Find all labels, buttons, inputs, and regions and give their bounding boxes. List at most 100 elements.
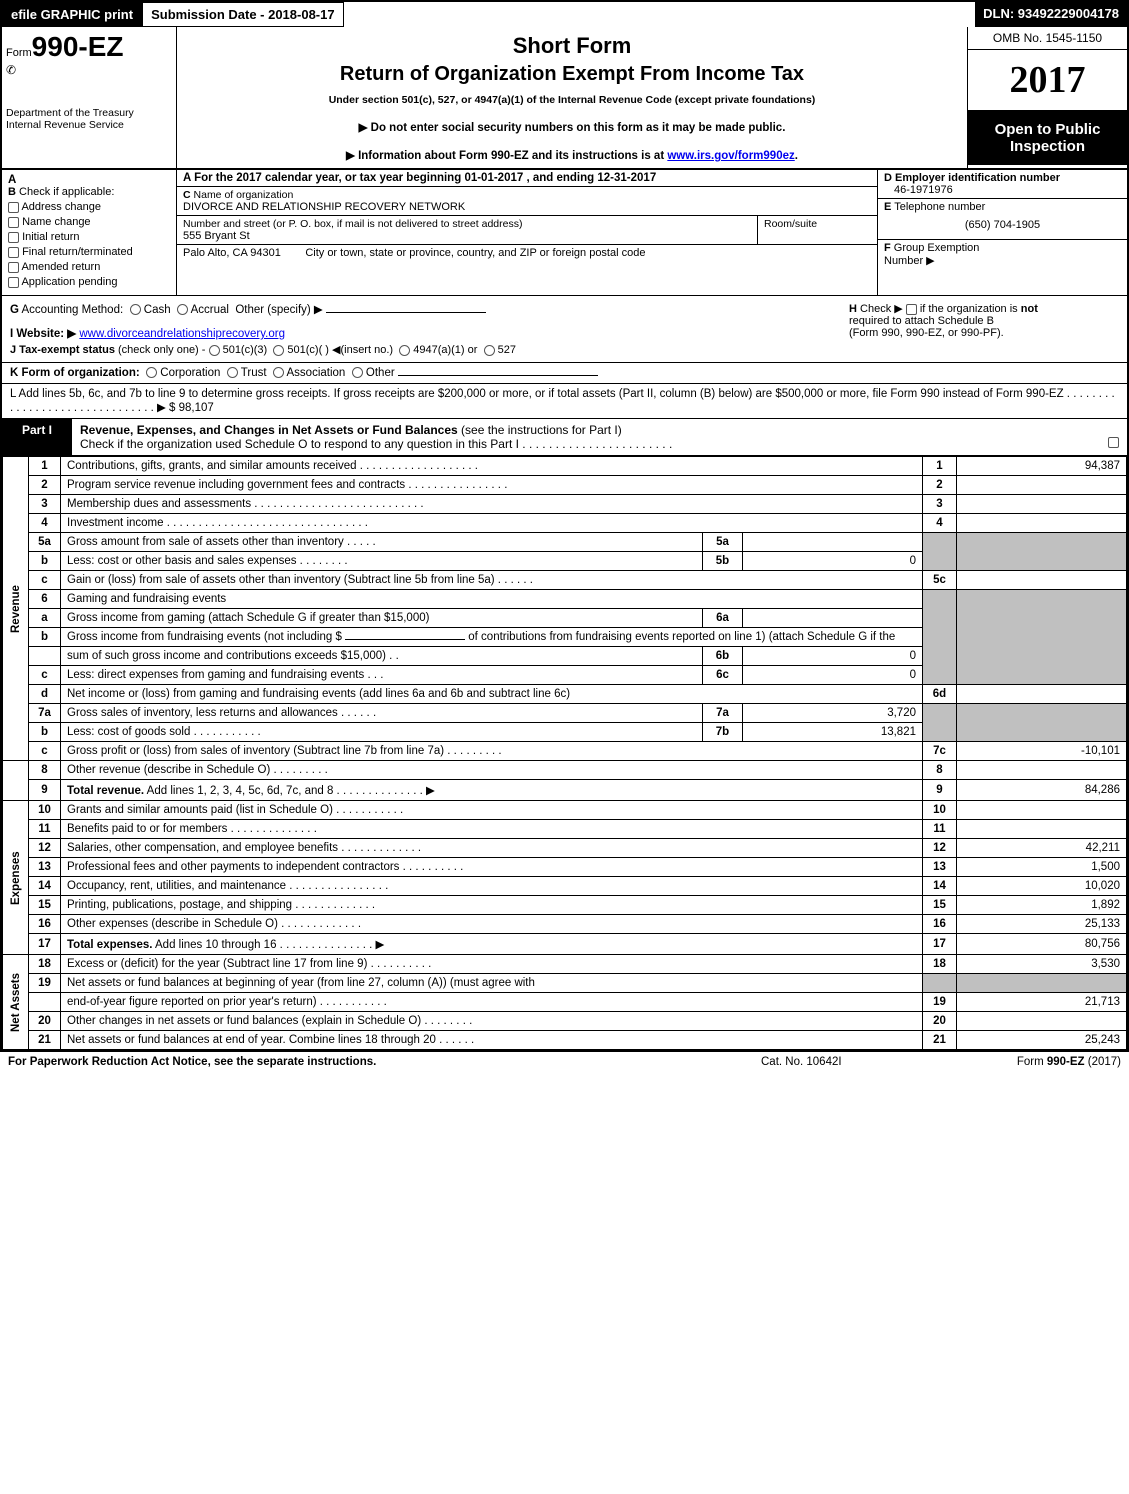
shaded-cell <box>957 533 1127 571</box>
telephone-box: E Telephone number (650) 704-1905 <box>878 198 1127 239</box>
header-left: Form990-EZ ✆ Department of the Treasury … <box>2 27 177 168</box>
table-row: 11 Benefits paid to or for members . . .… <box>3 820 1127 839</box>
table-row: 16 Other expenses (describe in Schedule … <box>3 915 1127 934</box>
part1-label: Part I <box>2 419 72 455</box>
form-prefix: Form <box>6 47 32 59</box>
fgroup-number-label: Number ▶ <box>884 254 1121 267</box>
checkbox-final-return[interactable]: Final return/terminated <box>8 246 170 258</box>
radio-icon[interactable] <box>273 367 284 378</box>
top-bar: efile GRAPHIC print Submission Date - 20… <box>2 2 1127 27</box>
city-box: Palo Alto, CA 94301 City or town, state … <box>177 244 877 284</box>
radio-icon[interactable] <box>177 304 188 315</box>
label-j: J Tax-exempt status <box>10 344 115 356</box>
checkbox-amended-return[interactable]: Amended return <box>8 261 170 273</box>
dept-line1: Department of the Treasury <box>6 107 172 119</box>
h-check-text: Check ▶ <box>860 303 903 315</box>
table-row: c Gross profit or (loss) from sales of i… <box>3 742 1127 761</box>
checkbox-icon[interactable] <box>1108 437 1119 448</box>
line-desc: Contributions, gifts, grants, and simila… <box>61 457 923 476</box>
table-row: 12 Salaries, other compensation, and emp… <box>3 839 1127 858</box>
footer-right: Form 990-EZ (2017) <box>961 1056 1121 1068</box>
other-specify-input[interactable] <box>326 312 486 313</box>
checkbox-icon <box>8 202 19 213</box>
checkbox-app-pending[interactable]: Application pending <box>8 276 170 288</box>
section-abcdef: A B Check if applicable: Address change … <box>2 170 1127 296</box>
checkbox-name-change[interactable]: Name change <box>8 216 170 228</box>
part1-header: Part I Revenue, Expenses, and Changes in… <box>2 419 1127 456</box>
radio-icon[interactable] <box>399 345 410 356</box>
website-link[interactable]: www.divorceandrelationshiprecovery.org <box>79 328 285 340</box>
under-section: Under section 501(c), 527, or 4947(a)(1)… <box>183 94 961 106</box>
j-501c: 501(c)( ) ◀(insert no.) <box>287 344 393 356</box>
efile-print-button[interactable]: efile GRAPHIC print <box>2 2 142 27</box>
radio-icon[interactable] <box>484 345 495 356</box>
tax-year: 2017 <box>968 50 1127 111</box>
header-center: Short Form Return of Organization Exempt… <box>177 27 967 168</box>
footer: For Paperwork Reduction Act Notice, see … <box>0 1052 1129 1072</box>
j-527: 527 <box>498 344 516 356</box>
open-public-1: Open to Public <box>972 121 1123 138</box>
h-not: not <box>1021 303 1038 315</box>
k-other: Other <box>366 367 395 379</box>
table-row: c Gain or (loss) from sale of assets oth… <box>3 571 1127 590</box>
radio-icon[interactable] <box>352 367 363 378</box>
part1-title-rest: (see the instructions for Part I) <box>461 423 622 437</box>
org-name: DIVORCE AND RELATIONSHIP RECOVERY NETWOR… <box>183 201 871 213</box>
section-c-org-info: A For the 2017 calendar year, or tax yea… <box>177 170 877 295</box>
fgroup-box: F Group Exemption Number ▶ <box>878 239 1127 269</box>
table-row: Expenses 10 Grants and similar amounts p… <box>3 801 1127 820</box>
return-title: Return of Organization Exempt From Incom… <box>183 63 961 86</box>
radio-icon[interactable] <box>209 345 220 356</box>
revenue-label-cont <box>3 761 29 801</box>
irs-link[interactable]: www.irs.gov/form990ez <box>667 150 794 162</box>
ein-box: D Employer identification number 46-1971… <box>878 170 1127 198</box>
label-c: C <box>183 189 191 201</box>
h-text3: required to attach Schedule B <box>849 315 994 327</box>
table-row: end-of-year figure reported on prior yea… <box>3 993 1127 1012</box>
l-amount: $ 98,107 <box>169 402 214 414</box>
address-box: Number and street (or P. O. box, if mail… <box>177 215 877 244</box>
radio-icon[interactable] <box>130 304 141 315</box>
fgroup-label: Group Exemption <box>894 242 980 254</box>
telephone-value: (650) 704-1905 <box>884 213 1121 237</box>
h-text4: (Form 990, 990-EZ, or 990-PF). <box>849 327 1004 339</box>
k-other-input[interactable] <box>398 375 598 376</box>
box-num: 1 <box>923 457 957 476</box>
6b-amount-input[interactable] <box>345 639 465 640</box>
radio-icon[interactable] <box>146 367 157 378</box>
city-label: City or town, state or province, country… <box>305 247 645 259</box>
seal-icon: ✆ <box>6 63 172 77</box>
submission-date: Submission Date - 2018-08-17 <box>142 2 344 27</box>
label-g: G <box>10 304 19 316</box>
accounting-label: Accounting Method: <box>22 304 124 316</box>
form-container: efile GRAPHIC print Submission Date - 20… <box>0 0 1129 1052</box>
table-row: 3 Membership dues and assessments . . . … <box>3 495 1127 514</box>
radio-icon[interactable] <box>227 367 238 378</box>
table-row: 17 Total expenses. Add lines 10 through … <box>3 934 1127 955</box>
table-row: 2 Program service revenue including gove… <box>3 476 1127 495</box>
table-row: 6 Gaming and fundraising events <box>3 590 1127 609</box>
shaded-cell <box>957 974 1127 993</box>
radio-icon[interactable] <box>273 345 284 356</box>
omb-number: OMB No. 1545-1150 <box>968 27 1127 50</box>
k-corp: Corporation <box>160 367 220 379</box>
section-k: K Form of organization: Corporation Trus… <box>2 363 1127 384</box>
net-assets-label: Net Assets <box>3 955 29 1050</box>
k-trust: Trust <box>241 367 267 379</box>
table-row: 4 Investment income . . . . . . . . . . … <box>3 514 1127 533</box>
open-to-public: Open to Public Inspection <box>968 111 1127 165</box>
warning-1: ▶ Do not enter social security numbers o… <box>183 120 961 134</box>
room-suite-label: Room/suite <box>757 216 877 244</box>
checkbox-icon[interactable] <box>906 304 917 315</box>
k-assoc: Association <box>287 367 346 379</box>
footer-left: For Paperwork Reduction Act Notice, see … <box>8 1056 761 1068</box>
label-d: D Employer identification number <box>884 172 1060 184</box>
h-text2: if the organization is <box>920 303 1018 315</box>
checkbox-address-change[interactable]: Address change <box>8 201 170 213</box>
checkbox-initial-return[interactable]: Initial return <box>8 231 170 243</box>
addr-label: Number and street (or P. O. box, if mail… <box>183 218 522 230</box>
part1-check-text: Check if the organization used Schedule … <box>80 437 672 451</box>
expenses-label: Expenses <box>3 801 29 955</box>
shaded-cell <box>957 704 1127 742</box>
label-f: F <box>884 242 891 254</box>
